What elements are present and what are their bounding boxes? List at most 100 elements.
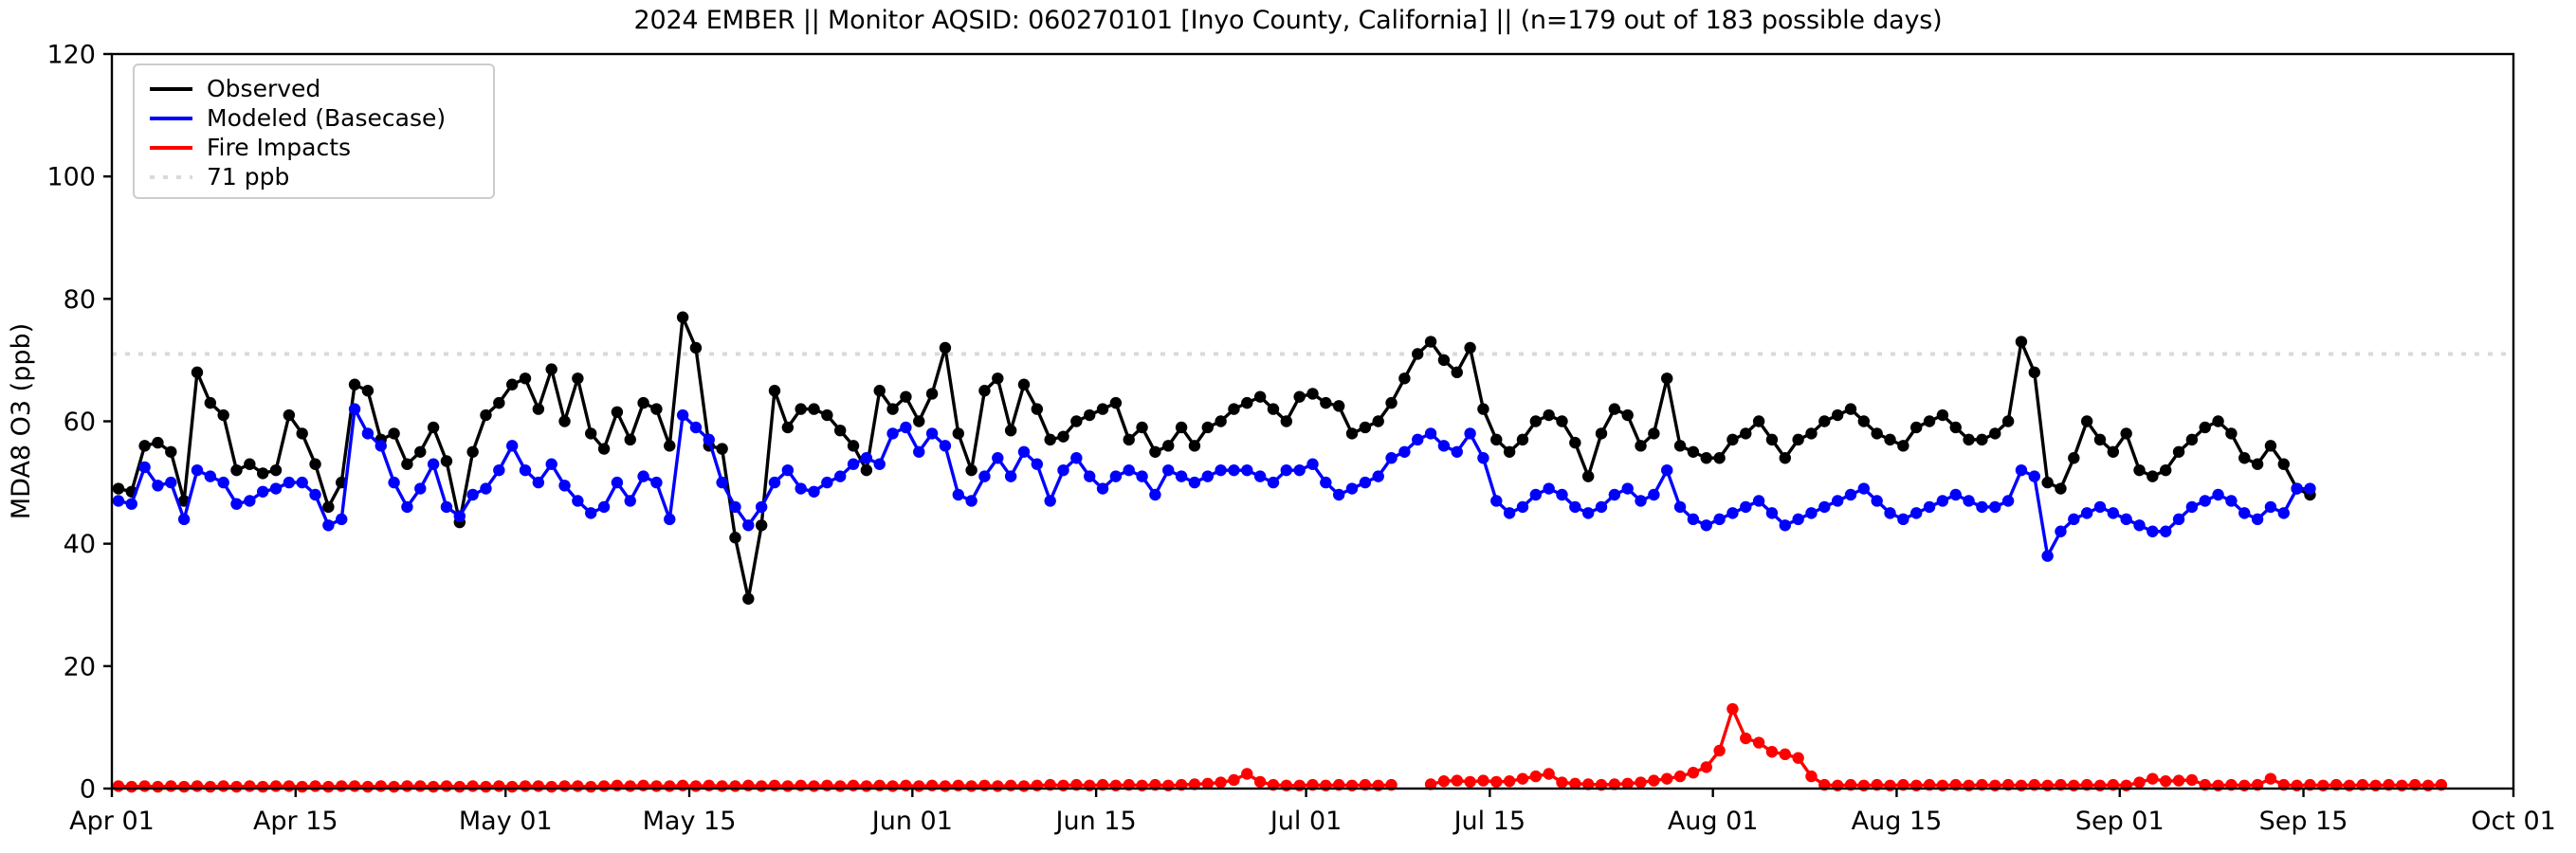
data-point xyxy=(2160,463,2172,477)
data-point xyxy=(244,495,256,507)
data-point xyxy=(1910,507,1923,519)
data-point xyxy=(637,396,649,409)
data-point xyxy=(2093,500,2107,514)
data-point xyxy=(1345,427,1359,440)
data-point xyxy=(1687,445,1700,458)
data-point xyxy=(1017,445,1031,458)
data-point xyxy=(611,406,624,419)
data-point xyxy=(2251,513,2264,526)
data-point xyxy=(860,452,873,464)
data-point xyxy=(493,396,505,409)
data-point xyxy=(1661,772,1673,785)
data-point xyxy=(204,396,217,409)
data-point xyxy=(585,780,597,793)
data-point xyxy=(873,385,886,397)
data-point xyxy=(230,463,243,477)
data-point xyxy=(1779,748,1792,761)
data-point xyxy=(1424,336,1437,348)
data-point xyxy=(283,476,296,489)
data-point xyxy=(1385,452,1398,464)
data-point xyxy=(1241,463,1253,477)
data-point xyxy=(322,519,335,532)
data-point xyxy=(361,427,375,440)
data-point xyxy=(847,458,860,470)
data-point xyxy=(664,780,676,792)
data-point xyxy=(729,532,741,544)
data-point xyxy=(834,424,847,437)
data-point xyxy=(808,403,820,415)
data-point xyxy=(1884,507,1896,519)
x-tick-label: Sep 15 xyxy=(2259,807,2348,836)
data-point xyxy=(1136,421,1148,434)
data-point xyxy=(230,780,243,793)
data-point xyxy=(348,403,361,415)
data-point xyxy=(217,408,229,422)
data-point xyxy=(1070,452,1083,464)
series-fire-impacts xyxy=(112,702,2448,793)
y-tick-label: 0 xyxy=(80,775,96,805)
data-point xyxy=(2133,776,2146,789)
data-point xyxy=(545,458,557,470)
data-point xyxy=(913,445,925,458)
data-point xyxy=(1241,768,1253,780)
y-tick-label: 120 xyxy=(46,41,96,70)
data-point xyxy=(650,780,663,792)
data-point xyxy=(1792,433,1804,446)
data-point xyxy=(2291,482,2303,495)
data-point xyxy=(480,408,492,422)
data-point xyxy=(519,780,532,792)
data-point xyxy=(755,519,768,532)
data-point xyxy=(729,500,741,514)
data-point xyxy=(781,421,795,434)
data-point xyxy=(1503,507,1516,519)
data-point xyxy=(217,780,229,792)
data-point xyxy=(992,780,1004,792)
data-point xyxy=(480,780,492,793)
data-point xyxy=(1215,776,1227,789)
data-point xyxy=(1412,348,1424,360)
data-point xyxy=(952,427,964,440)
data-point xyxy=(466,780,479,792)
data-point xyxy=(755,780,768,792)
data-point xyxy=(1162,440,1175,452)
data-point xyxy=(2001,415,2015,427)
data-point xyxy=(1818,500,1831,514)
data-point xyxy=(493,463,505,477)
data-point xyxy=(283,408,296,422)
data-point xyxy=(1543,768,1555,780)
data-point xyxy=(1345,482,1359,495)
data-point xyxy=(2172,513,2185,526)
data-point xyxy=(1451,774,1463,787)
data-point xyxy=(925,427,939,440)
data-point xyxy=(269,463,283,477)
data-point xyxy=(256,780,269,793)
data-point xyxy=(1831,408,1844,422)
data-point xyxy=(440,500,453,514)
data-point xyxy=(1726,433,1739,446)
data-point xyxy=(1201,421,1214,434)
data-point xyxy=(1516,433,1529,446)
data-point xyxy=(676,311,689,323)
data-point xyxy=(1844,403,1857,415)
data-point xyxy=(1569,436,1581,449)
legend-label: Fire Impacts xyxy=(207,134,351,161)
data-point xyxy=(217,476,229,489)
data-point xyxy=(2199,495,2211,507)
data-point xyxy=(375,440,387,452)
data-point xyxy=(414,445,427,458)
data-point xyxy=(1608,488,1621,501)
data-point xyxy=(1529,415,1543,427)
data-point xyxy=(992,372,1004,385)
data-point xyxy=(1398,372,1411,385)
data-point xyxy=(1949,421,1962,434)
data-point xyxy=(1529,770,1543,783)
data-point xyxy=(1713,513,1726,526)
data-point xyxy=(2120,427,2132,440)
data-point xyxy=(191,780,204,792)
data-point xyxy=(795,403,807,415)
data-point xyxy=(532,780,545,792)
data-point xyxy=(519,372,532,385)
data-point xyxy=(2251,458,2264,470)
data-point xyxy=(493,780,505,792)
data-point xyxy=(125,780,137,793)
